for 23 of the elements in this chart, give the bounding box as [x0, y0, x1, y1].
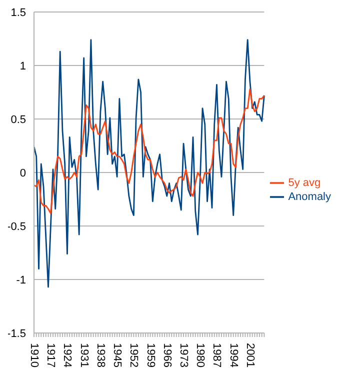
x-tick-label: 1938 — [94, 343, 106, 368]
line-series — [33, 39, 265, 288]
x-tick-label: 1952 — [128, 343, 140, 368]
x-tick-label: 1973 — [178, 343, 190, 368]
y-tick-label: 1.5 — [10, 6, 26, 19]
x-tick-label: 1910 — [28, 343, 40, 368]
x-tick-label: 1924 — [61, 343, 74, 368]
legend-label: Anomaly — [288, 190, 331, 202]
x-tick-label: 1994 — [227, 343, 240, 368]
legend-label: 5y avg — [288, 176, 321, 188]
y-tick-label: 1 — [20, 60, 26, 72]
x-tick-label: 1987 — [210, 343, 223, 368]
y-tick-label: -1 — [16, 274, 26, 286]
x-tick-label: 1931 — [78, 343, 90, 368]
x-tick-label: 1917 — [44, 343, 57, 368]
x-tick-label: 1945 — [111, 343, 124, 368]
x-tick-label: 1959 — [144, 343, 156, 368]
y-tick-label: 0.5 — [10, 114, 26, 126]
line-series — [33, 88, 265, 214]
x-tick-label: 2001 — [244, 343, 256, 368]
x-tick-label: 1980 — [194, 343, 206, 368]
x-tick-label: 1966 — [160, 343, 173, 368]
y-tick-label: 0 — [20, 167, 26, 180]
